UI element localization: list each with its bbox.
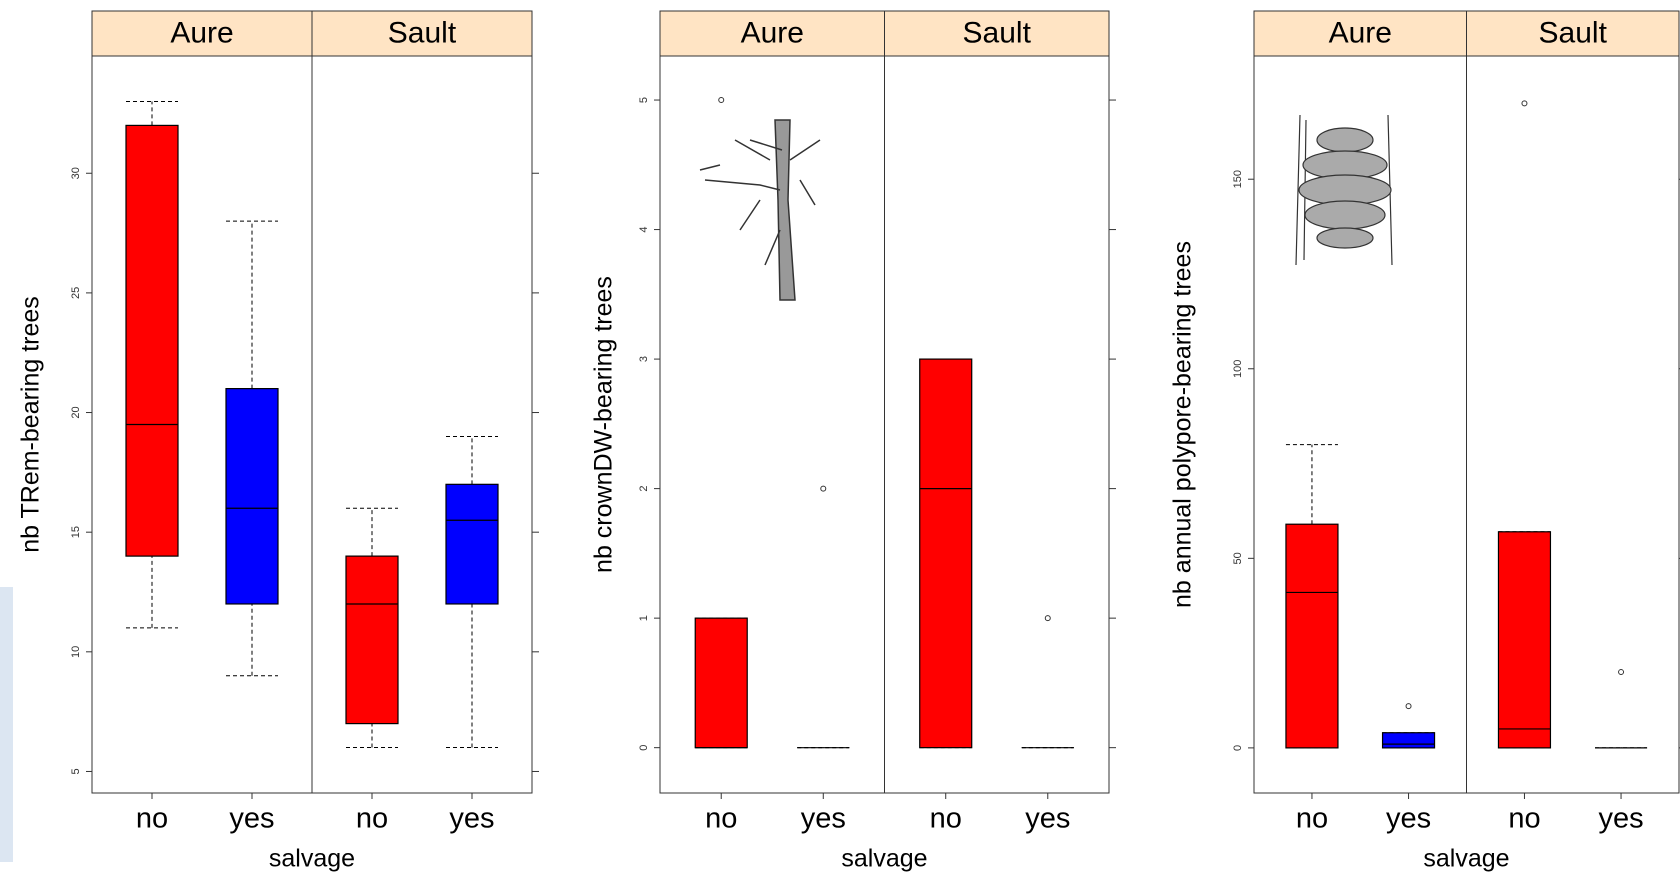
plot-frame [1253, 10, 1680, 794]
x-tick-label: yes [449, 803, 494, 835]
strip [884, 10, 1110, 57]
box [694, 617, 748, 749]
fungus-illustration [1295, 114, 1393, 266]
plot-frame [659, 10, 1110, 794]
strip-label: Sault [963, 16, 1032, 49]
outlier [1618, 669, 1625, 676]
box [1497, 531, 1552, 749]
strip-label: Aure [170, 16, 233, 49]
box [1381, 732, 1436, 749]
y-tick-label: 10 [70, 646, 82, 658]
y-axis-label: nb TRem-bearing trees [17, 296, 45, 553]
y-tick-label: 150 [1232, 170, 1244, 188]
tree-illustration [699, 119, 821, 301]
box [225, 388, 279, 605]
y-tick-label: 20 [70, 406, 82, 418]
box [919, 358, 973, 749]
x-tick-label: yes [1025, 803, 1070, 835]
y-axis-label: nb crownDW-bearing trees [590, 276, 618, 573]
y-tick-label: 4 [638, 227, 650, 233]
y-axis-label: nb annual polypore-bearing trees [1169, 241, 1197, 608]
outlier [1405, 703, 1412, 710]
y-tick-label: 25 [70, 287, 82, 299]
x-tick-label: no [1508, 803, 1540, 835]
x-axis-label: salvage [841, 845, 927, 873]
y-tick-label: 100 [1232, 360, 1244, 378]
outlier [1044, 615, 1051, 622]
box [445, 483, 499, 605]
box [345, 555, 399, 725]
y-tick-label: 5 [638, 97, 650, 103]
outlier [718, 97, 725, 104]
outlier [820, 485, 827, 492]
x-tick-label: yes [1598, 803, 1643, 835]
y-tick-label: 2 [638, 486, 650, 492]
y-tick-label: 3 [638, 356, 650, 362]
strip-label: Aure [741, 16, 804, 49]
y-tick-label: 1 [638, 615, 650, 621]
y-tick-label: 0 [1232, 745, 1244, 751]
plot-frame [91, 10, 533, 794]
y-tick-label: 5 [70, 768, 82, 774]
strip [1466, 10, 1680, 57]
strip-label: Sault [388, 16, 457, 49]
y-tick-label: 15 [70, 526, 82, 538]
strip [311, 10, 533, 57]
box [1285, 523, 1339, 749]
side-panel [0, 587, 13, 862]
strip-label: Sault [1539, 16, 1608, 49]
x-tick-label: no [705, 803, 737, 835]
x-tick-label: yes [229, 803, 274, 835]
y-tick-label: 0 [638, 745, 650, 751]
x-tick-label: no [136, 803, 168, 835]
y-tick-label: 50 [1232, 552, 1244, 564]
strip [1253, 10, 1467, 57]
x-tick-label: yes [1386, 803, 1431, 835]
box [125, 124, 179, 557]
x-axis-label: salvage [269, 845, 355, 873]
y-tick-label: 30 [70, 167, 82, 179]
strip-label: Aure [1329, 16, 1392, 49]
outlier [1521, 100, 1528, 107]
x-tick-label: no [356, 803, 388, 835]
strip [659, 10, 885, 57]
x-tick-label: no [1296, 803, 1328, 835]
x-axis-label: salvage [1423, 845, 1509, 873]
x-tick-label: yes [801, 803, 846, 835]
x-tick-label: no [930, 803, 962, 835]
